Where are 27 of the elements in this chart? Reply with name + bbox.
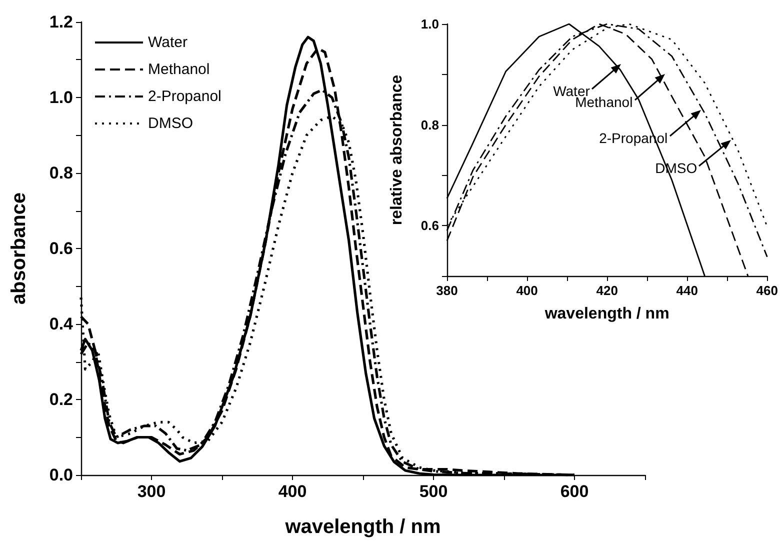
y-tick-label: 1.2 xyxy=(49,12,73,32)
y-tick-label: 1.0 xyxy=(49,88,73,107)
legend-label: Methanol xyxy=(148,61,210,78)
y-tick-label: 0.6 xyxy=(49,239,73,258)
legend-label: DMSO xyxy=(148,115,193,132)
x-tick-label: 460 xyxy=(756,283,778,298)
y-tick-label: 0.6 xyxy=(420,218,439,234)
y-tick-label: 0.0 xyxy=(49,466,73,484)
x-tick-label: 420 xyxy=(596,283,618,298)
y-tick-label: 0.8 xyxy=(420,117,439,132)
x-tick-label: 600 xyxy=(560,482,589,501)
x-tick-label: 380 xyxy=(436,283,458,298)
x-tick-label: 400 xyxy=(278,482,307,501)
x-tick-label: 300 xyxy=(137,482,166,501)
x-axis-title: wavelength / nm xyxy=(544,306,670,322)
legend-label: 2-Propanol xyxy=(148,88,222,105)
x-tick-label: 500 xyxy=(419,482,448,501)
y-axis-title: relative absorbance xyxy=(388,74,406,226)
y-tick-label: 1.0 xyxy=(420,16,439,32)
x-tick-label: 440 xyxy=(676,283,698,298)
y-tick-label: 0.2 xyxy=(49,390,73,409)
x-axis-title: wavelength / nm xyxy=(284,516,441,538)
x-tick-label: 400 xyxy=(516,283,538,298)
y-tick-label: 0.4 xyxy=(49,314,74,334)
legend-label: Water xyxy=(148,34,188,51)
y-tick-label: 0.8 xyxy=(49,164,73,182)
y-axis-title: absorbance xyxy=(8,192,30,305)
